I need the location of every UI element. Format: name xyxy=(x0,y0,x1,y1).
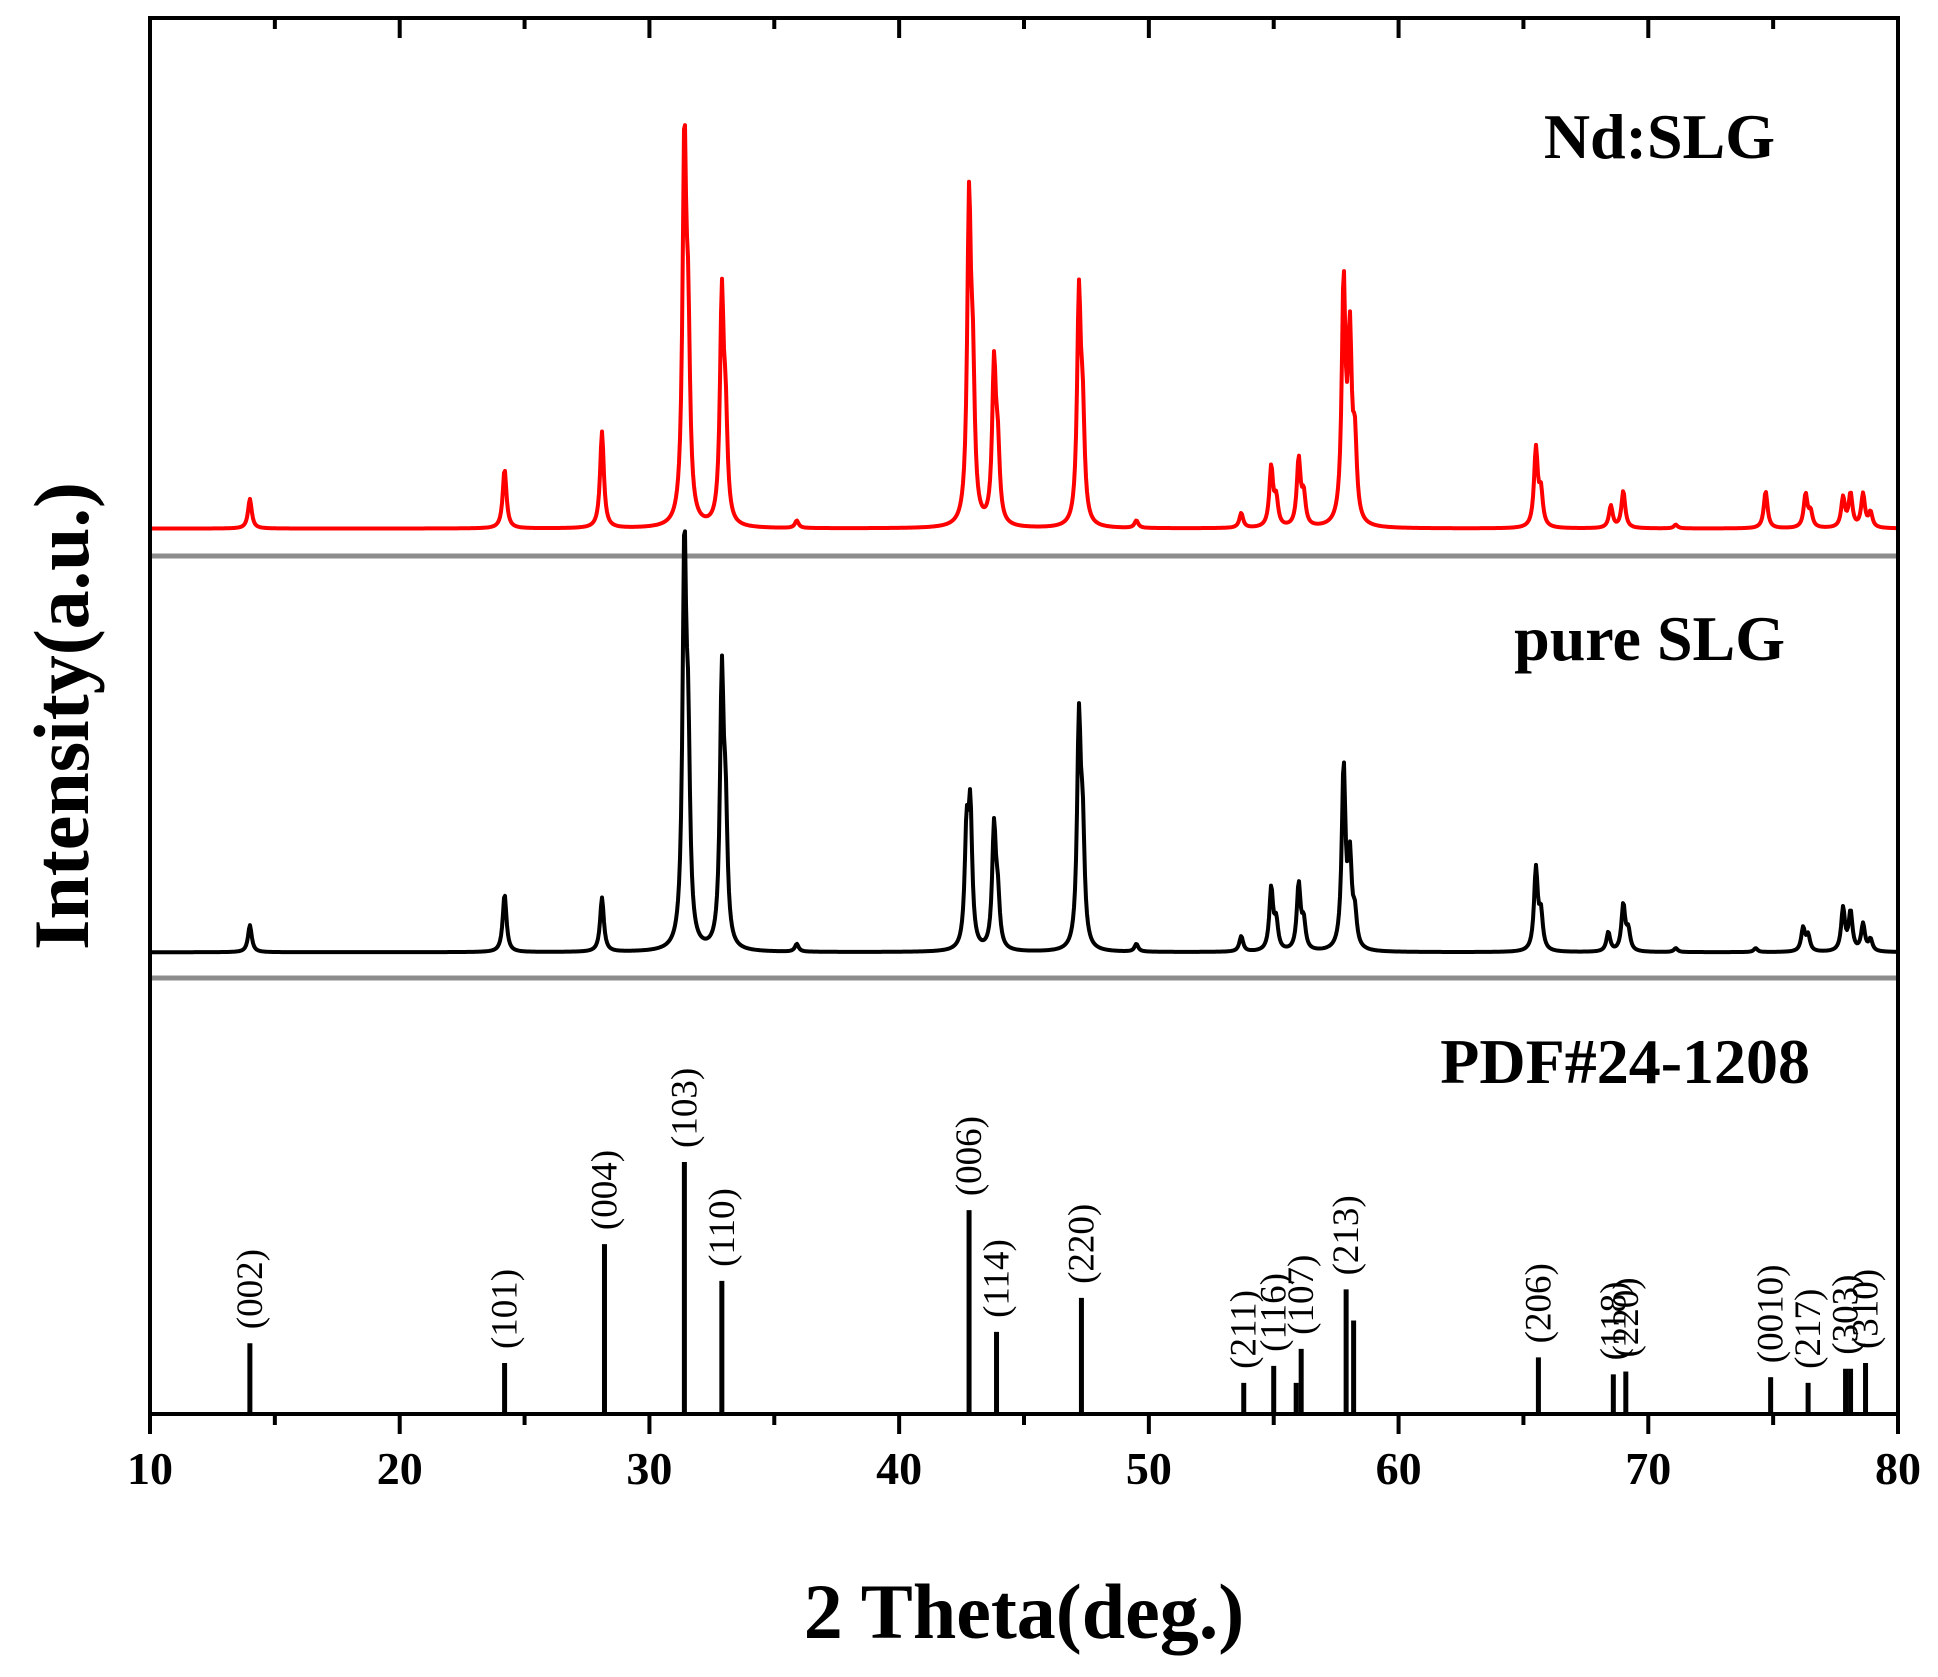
hkl-label: (303) xyxy=(1826,1275,1867,1355)
y-axis-title: Intensity(a.u.) xyxy=(18,482,105,950)
x-tick-label: 60 xyxy=(1376,1443,1422,1494)
series-line-nd-slg xyxy=(149,123,1899,531)
x-axis-title: 2 Theta(deg.) xyxy=(804,1568,1245,1655)
hkl-label: (116) xyxy=(1254,1273,1295,1352)
hkl-label: (213) xyxy=(1326,1195,1367,1275)
x-tick-label: 20 xyxy=(377,1443,423,1494)
hkl-label: (103) xyxy=(664,1068,705,1148)
x-tick-label: 80 xyxy=(1875,1443,1921,1494)
hkl-label: (114) xyxy=(977,1239,1018,1318)
hkl-label: (006) xyxy=(949,1116,990,1196)
hkl-label: (002) xyxy=(230,1249,271,1329)
panel-labels: Nd:SLG pure SLG PDF#24-1208 xyxy=(1440,101,1810,1097)
series-label-nd-slg: Nd:SLG xyxy=(1544,101,1775,172)
x-tick-label: 50 xyxy=(1126,1443,1172,1494)
hkl-label: (211) xyxy=(1224,1290,1265,1369)
x-axis: 10 20 30 40 50 60 70 80 xyxy=(127,18,1921,1494)
hkl-label: (004) xyxy=(584,1150,625,1230)
x-tick-label: 70 xyxy=(1625,1443,1671,1494)
hkl-label: (101) xyxy=(485,1269,526,1349)
series-label-pure-slg: pure SLG xyxy=(1514,603,1785,674)
hkl-label: (206) xyxy=(1518,1263,1559,1343)
x-tick-label: 10 xyxy=(127,1443,173,1494)
plot-frame xyxy=(148,16,1900,1416)
hkl-label: (0010) xyxy=(1751,1265,1792,1364)
hkl-label: (118) xyxy=(1593,1282,1634,1361)
series-line-pure-slg xyxy=(149,529,1899,955)
hkl-label: (110) xyxy=(702,1188,743,1267)
hkl-label: (107) xyxy=(1281,1255,1322,1335)
hkl-label: (220) xyxy=(1606,1277,1647,1357)
x-tick-label: 30 xyxy=(626,1443,672,1494)
series-layer xyxy=(149,123,1899,955)
hkl-label: (310) xyxy=(1846,1269,1887,1349)
hkl-label: (220) xyxy=(1061,1204,1102,1284)
x-tick-label: 40 xyxy=(876,1443,922,1494)
reference-label: PDF#24-1208 xyxy=(1440,1026,1810,1097)
hkl-label: (217) xyxy=(1788,1289,1829,1369)
panel-dividers xyxy=(150,553,1898,981)
reference-layer: (002) (101) (004) (103) (110) (006) (114) (220)… xyxy=(230,1068,1887,1414)
